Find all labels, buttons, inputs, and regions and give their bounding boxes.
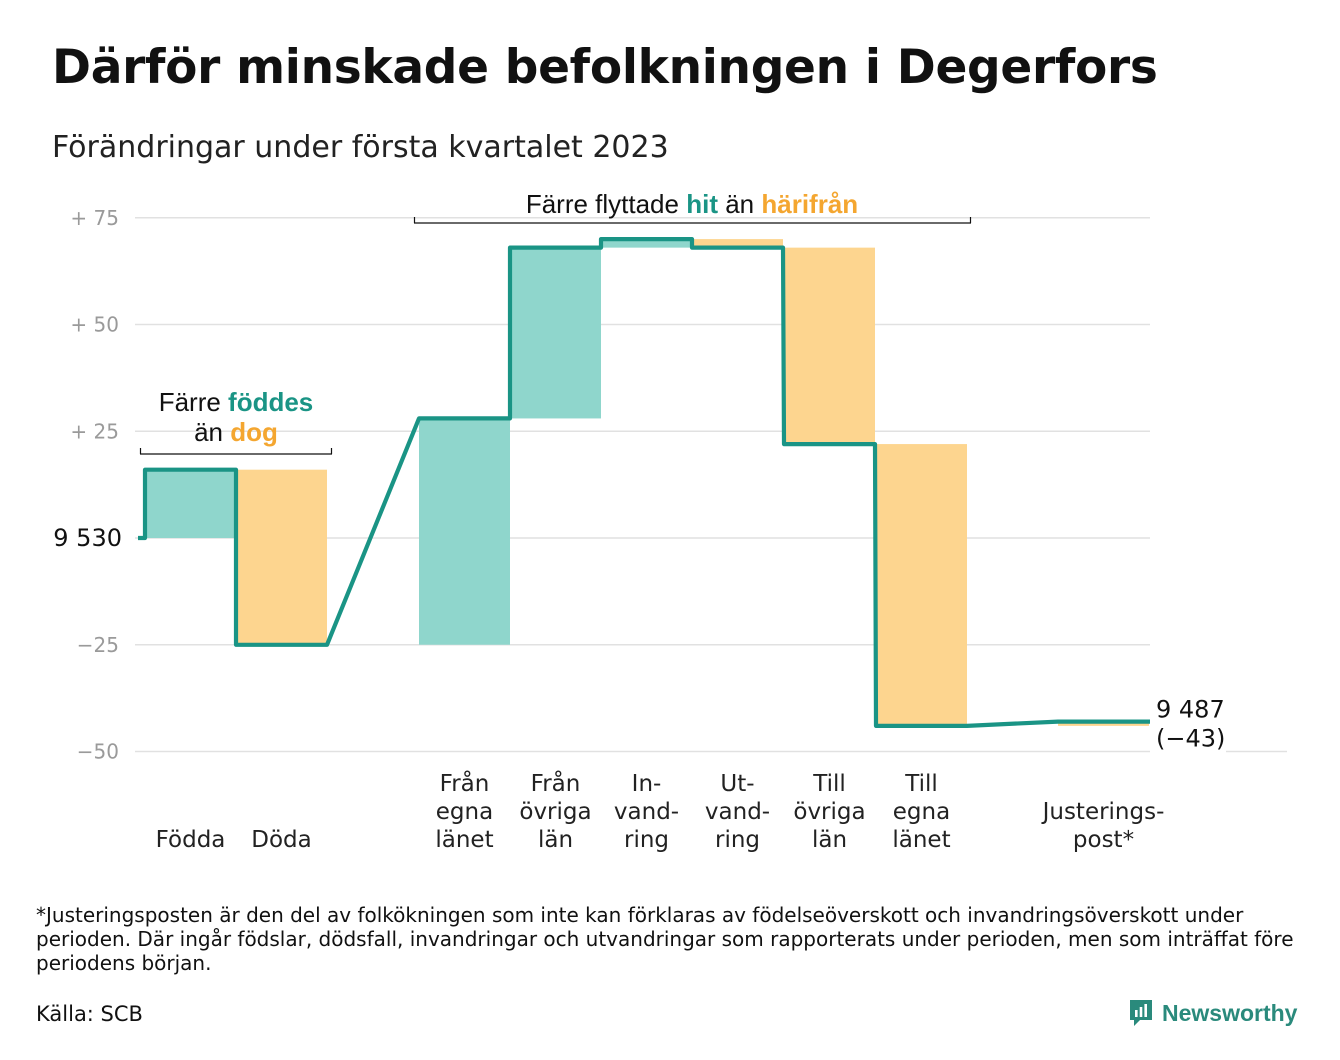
newsworthy-logo-icon bbox=[1130, 1000, 1152, 1026]
chart-subtitle: Förändringar under första kvartalet 2023 bbox=[52, 130, 669, 165]
births-annotation-line1: Färre föddes bbox=[159, 387, 314, 417]
bar-egna_ut bbox=[876, 444, 967, 726]
category-label-fodda: Födda bbox=[156, 827, 226, 853]
brand: Newsworthy bbox=[1128, 998, 1297, 1028]
bar-ovr_ut bbox=[784, 247, 875, 445]
bar-doda bbox=[236, 469, 327, 645]
labels: + 75 + 50 + 25 −25 −50 9 530 Födda Döda Från egna… bbox=[53, 206, 1225, 853]
step-line bbox=[138, 237, 1152, 728]
category-label-egna_ut: Till egna länet bbox=[892, 771, 950, 853]
category-label-invand: In-vand-ring bbox=[614, 771, 679, 853]
cumulative-step-line bbox=[138, 237, 1152, 728]
footnote: *Justeringsposten är den del av folkökni… bbox=[36, 903, 1294, 975]
brand-name: Newsworthy bbox=[1162, 999, 1298, 1026]
annotations: Färre föddes än dog Färre flyttade hit ä… bbox=[139, 189, 972, 455]
chart-title: Därför minskade befolkningen i Degerfors bbox=[52, 40, 1158, 95]
bar-egna_in bbox=[419, 418, 510, 645]
bar-utvand bbox=[692, 239, 783, 248]
end-change-label: (−43) bbox=[1156, 725, 1225, 753]
end-value-label: 9 487 bbox=[1156, 696, 1225, 724]
bar-just bbox=[1058, 721, 1149, 726]
bar-ovr_in bbox=[510, 247, 601, 419]
births-annotation-line2: än dog bbox=[194, 417, 278, 447]
bars bbox=[145, 239, 1149, 726]
source-label: Källa: SCB bbox=[36, 1002, 143, 1026]
category-label-doda: Döda bbox=[251, 827, 311, 853]
category-label-ovr_ut: Till övriga län bbox=[793, 771, 865, 853]
category-label-utvand: Ut-vand-ring bbox=[705, 771, 770, 853]
waterfall-chart: + 75 + 50 + 25 −25 −50 9 530 Födda Döda Från egna… bbox=[53, 189, 1287, 853]
migration-annotation: Färre flyttade hit än härifrån bbox=[526, 189, 858, 219]
start-value-label: 9 530 bbox=[53, 524, 122, 552]
bar-invand bbox=[601, 239, 692, 248]
y-tick-label: −25 bbox=[77, 633, 119, 657]
category-label-ovr_in: Från övriga län bbox=[519, 769, 591, 853]
y-tick-label: −50 bbox=[77, 740, 119, 764]
category-label-just: Justerings-post* bbox=[1041, 799, 1165, 853]
bar-fodda bbox=[145, 469, 236, 538]
category-label-egna_in: Från egna länet bbox=[435, 769, 493, 853]
y-tick-label: + 50 bbox=[70, 313, 119, 337]
y-tick-label: + 75 bbox=[70, 206, 119, 230]
y-tick-label: + 25 bbox=[70, 419, 119, 443]
